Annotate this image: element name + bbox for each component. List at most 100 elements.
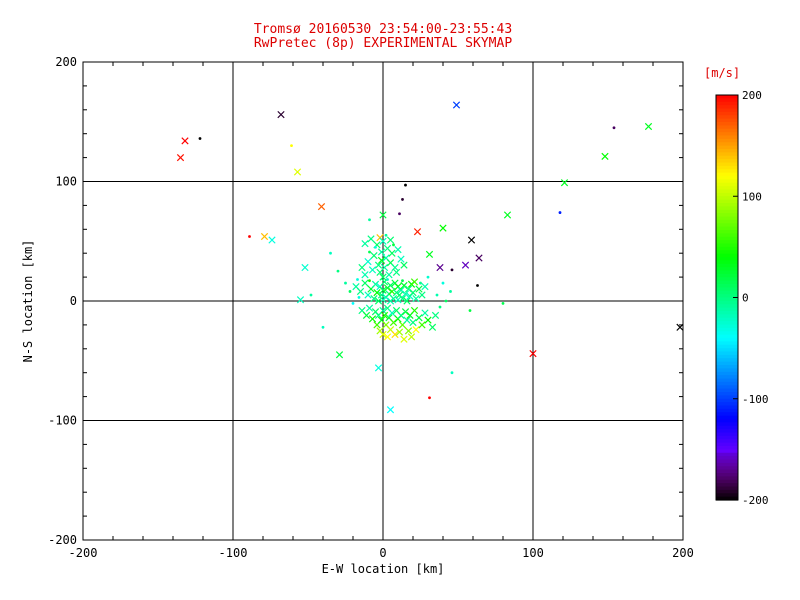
colorbar-tick-label: -100 xyxy=(742,393,769,406)
colorbar-gradient-slice xyxy=(716,169,738,174)
data-point-cross xyxy=(401,308,410,316)
data-point-dot xyxy=(356,278,359,281)
data-point-dot xyxy=(401,198,404,201)
scatter-points xyxy=(176,101,684,414)
chart-title-line1: Tromsø 20160530 23:54:00-23:55:43 xyxy=(254,22,512,37)
data-point-cross xyxy=(371,280,380,288)
data-point-cross xyxy=(379,306,387,315)
data-point-cross xyxy=(394,296,402,304)
plot-border xyxy=(82,61,684,541)
data-point-cross xyxy=(410,306,419,315)
colorbar-gradient-slice xyxy=(716,233,738,238)
data-point-cross xyxy=(412,326,420,334)
colorbar-gradient-slice xyxy=(716,290,738,295)
colorbar-gradient-slice xyxy=(716,257,738,261)
colorbar-gradient-slice xyxy=(716,375,738,380)
colorbar-tick-label: 200 xyxy=(742,89,762,102)
colorbar-gradient-slice xyxy=(716,365,738,369)
data-point-cross xyxy=(431,311,440,319)
data-point-cross xyxy=(409,318,417,327)
data-point-cross xyxy=(400,335,408,343)
data-point-cross xyxy=(412,294,420,303)
colorbar-label: [m/s] xyxy=(704,66,740,80)
data-point-dot xyxy=(450,371,454,375)
data-point-dot xyxy=(438,305,442,309)
colorbar-gradient-slice xyxy=(716,199,738,204)
data-point-cross xyxy=(436,263,444,272)
data-point-dot xyxy=(368,250,371,254)
colorbar-gradient-slice xyxy=(716,466,738,471)
colorbar-gradient-slice xyxy=(716,189,738,194)
colorbar-gradient-slice xyxy=(716,273,738,278)
data-point-cross xyxy=(407,333,416,341)
colorbar-gradient-slice xyxy=(716,307,738,312)
data-point-cross xyxy=(418,321,426,329)
data-point-cross xyxy=(389,294,398,303)
data-point-cross xyxy=(404,285,413,293)
colorbar-gradient-slice xyxy=(716,108,738,113)
colorbar-gradient-slice xyxy=(716,321,738,326)
data-point-cross xyxy=(461,261,470,269)
data-point-dot xyxy=(444,299,448,303)
data-point-cross xyxy=(409,289,417,297)
data-point-dot xyxy=(336,269,340,273)
colorbar-gradient-slice xyxy=(716,111,738,116)
colorbar-gradient-slice xyxy=(716,371,738,376)
data-point-cross xyxy=(560,179,569,187)
data-point-cross xyxy=(176,153,185,162)
colorbar-gradient-slice xyxy=(716,327,738,332)
colorbar-gradient-slice xyxy=(716,267,738,272)
data-point-cross xyxy=(425,250,434,259)
colorbar-gradient-slice xyxy=(716,422,738,427)
colorbar-gradient-slice xyxy=(716,142,738,147)
colorbar-gradient-slice xyxy=(716,311,738,315)
y-tick-label: -100 xyxy=(48,414,77,428)
data-point-dot xyxy=(368,279,371,283)
data-point-cross xyxy=(418,291,426,299)
colorbar-gradient-slice xyxy=(716,402,738,407)
colorbar-gradient-slice xyxy=(716,152,738,157)
data-point-cross xyxy=(403,316,411,324)
data-point-cross xyxy=(379,330,387,339)
colorbar-gradient-slice xyxy=(716,486,738,491)
colorbar-gradient-slice xyxy=(716,122,738,126)
data-point-cross xyxy=(421,283,429,291)
data-point-cross xyxy=(391,330,399,339)
colorbar-gradient-slice xyxy=(716,206,738,211)
data-point-dot xyxy=(501,301,505,305)
data-point-cross xyxy=(392,268,401,276)
colorbar-gradient-slice xyxy=(716,287,738,292)
data-point-cross xyxy=(386,406,395,414)
colorbar-gradient-slice xyxy=(716,314,738,319)
colorbar-gradient-slice xyxy=(716,186,738,191)
colorbar-tick-label: 0 xyxy=(742,292,749,305)
data-point-dot xyxy=(426,275,430,279)
colorbar-gradient-slice xyxy=(716,213,738,218)
colorbar-gradient-slice xyxy=(716,425,738,430)
colorbar-gradient-slice xyxy=(716,344,738,349)
colorbar: 200 100 0 -100 -200 xyxy=(715,89,769,507)
colorbar-gradient-slice xyxy=(716,297,738,302)
colorbar-gradient-slice xyxy=(716,435,738,440)
y-axis-label: N-S location [km] xyxy=(21,240,35,363)
data-point-dot xyxy=(476,284,479,287)
data-point-dot xyxy=(321,325,325,329)
colorbar-gradient-slice xyxy=(716,317,738,322)
colorbar-gradient-slice xyxy=(716,476,738,481)
data-point-cross xyxy=(335,351,344,359)
data-point-cross xyxy=(424,316,432,324)
data-point-cross xyxy=(364,257,372,266)
data-point-cross xyxy=(467,236,476,244)
data-point-cross xyxy=(503,211,512,219)
data-point-cross xyxy=(421,309,429,317)
data-point-cross xyxy=(379,211,387,219)
colorbar-gradient-slice xyxy=(716,324,738,329)
colorbar-gradient-slice xyxy=(716,338,738,342)
data-point-dot xyxy=(441,281,445,285)
data-point-cross xyxy=(358,263,366,272)
colorbar-gradient-slice xyxy=(716,392,738,396)
data-point-cross xyxy=(361,279,369,287)
data-point-cross xyxy=(529,349,537,358)
colorbar-gradient-slice xyxy=(716,304,738,309)
